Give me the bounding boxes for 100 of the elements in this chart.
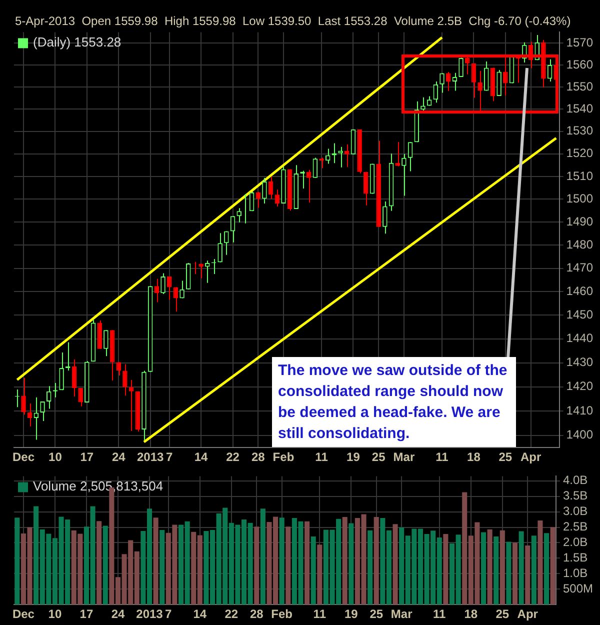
x-tick-label: 14 (193, 607, 207, 622)
candlestick (395, 141, 400, 167)
bar (531, 536, 536, 605)
y-tick-label: 1.5B (562, 550, 588, 565)
x-tick-label: 18 (464, 607, 478, 622)
y-tick-label: 1560 (566, 57, 594, 72)
bar (538, 520, 543, 605)
bar (102, 526, 108, 605)
y-tick-label: 2.5B (562, 520, 588, 534)
y-tick-label: 1420 (566, 379, 594, 394)
bar (317, 544, 322, 605)
x-tick-label: 25 (372, 450, 386, 464)
candlestick (547, 58, 552, 82)
annotation: The move we saw outside of the consolidated range should now be deemed a head-fake. We are still consolidating. (272, 357, 516, 447)
candlestick (116, 362, 121, 376)
x-tick-label: 7 (165, 607, 172, 622)
candlestick (27, 402, 32, 427)
x-tick-label: Mar (393, 450, 415, 464)
bar (374, 517, 379, 605)
candlestick (364, 171, 368, 206)
x-tick-label: Mar (390, 607, 413, 622)
x-tick-label: 2013 (136, 607, 164, 622)
candlestick (166, 276, 172, 300)
candlestick (484, 60, 489, 92)
x-tick-label: 7 (166, 450, 174, 464)
bar (153, 518, 158, 605)
candlestick (46, 386, 52, 410)
y-tick-label: 1490 (566, 214, 594, 228)
x-tick-label: 25 (370, 607, 384, 622)
x-tick-label: 17 (80, 450, 94, 464)
y-tick-label: 1460 (566, 284, 594, 298)
candlestick (503, 54, 508, 96)
y-tick-label: 1540 (566, 101, 594, 116)
x-tick-label: Dec (12, 607, 35, 622)
bar (518, 531, 524, 605)
x-tick-label: 10 (48, 607, 62, 622)
bar (525, 546, 530, 605)
candlestick (34, 396, 39, 440)
candlestick (14, 388, 20, 408)
candlestick (249, 191, 254, 212)
bar (310, 536, 316, 605)
y-tick-label: 1400 (566, 428, 594, 442)
candlestick (59, 352, 64, 391)
y-tick-label: 2.0B (562, 535, 588, 550)
y-tick-label: 1470 (566, 260, 594, 275)
x-tick-label: 11 (313, 607, 326, 622)
candlestick (256, 191, 260, 208)
candlestick (306, 169, 312, 204)
bar (506, 542, 512, 605)
x-tick-label: 19 (344, 607, 358, 622)
x-tick-label: 10 (48, 450, 62, 464)
candlestick (122, 364, 128, 396)
candlestick (452, 72, 458, 92)
x-tick-label: 11 (436, 450, 449, 464)
x-tick-label: 22 (224, 607, 238, 622)
y-tick-label: 1570 (566, 35, 594, 50)
x-tick-label: 25 (496, 607, 510, 622)
candlestick (78, 388, 83, 407)
y-tick-label: 1430 (566, 355, 594, 370)
candlestick (471, 62, 476, 98)
x-tick-label: 11 (433, 607, 446, 622)
bar (254, 526, 260, 605)
candlestick (262, 177, 267, 204)
candlestick (224, 230, 229, 256)
bar (480, 532, 486, 605)
y-tick-label: 1450 (566, 308, 594, 322)
candlestick (104, 330, 108, 357)
candlestick (236, 208, 242, 223)
x-tick-label: Apr (520, 450, 542, 464)
candlestick (186, 262, 191, 290)
candlestick (382, 200, 388, 234)
x-tick-label: 19 (346, 450, 360, 464)
bar (304, 521, 310, 605)
candlestick (218, 232, 222, 263)
bar (368, 530, 373, 605)
candlestick (72, 358, 77, 397)
candlestick (173, 286, 178, 312)
legend-label: Volume 2,505,813,504 (33, 478, 164, 494)
y-tick-label: 1440 (566, 331, 594, 346)
y-tick-label: 3.5B (562, 488, 588, 503)
candlestick (205, 260, 210, 284)
bar (494, 536, 499, 605)
y-tick-label: 1500 (566, 192, 594, 206)
candlestick (40, 401, 45, 422)
candlestick (344, 144, 350, 168)
x-tick-label: Feb (272, 450, 294, 464)
x-tick-label: 11 (315, 450, 328, 464)
candlestick (21, 377, 26, 416)
chart-subtitle: 5-Apr-2013 Open 1559.98 High 1559.98 Low 1539.50 Last 1553.28 Volume 2.5B Chg -6.70 (-0.43%) (15, 14, 571, 28)
x-tick-label: 18 (467, 450, 481, 464)
candlestick (458, 57, 464, 78)
x-tick-label: Feb (271, 607, 293, 622)
candlestick (325, 148, 330, 164)
bar (260, 508, 266, 605)
x-tick-label: Dec (12, 450, 35, 464)
bar (96, 521, 102, 605)
candlestick (464, 56, 470, 75)
bar (342, 517, 348, 605)
y-tick-label: 500M (562, 581, 594, 596)
x-tick-label: Apr (517, 607, 538, 622)
